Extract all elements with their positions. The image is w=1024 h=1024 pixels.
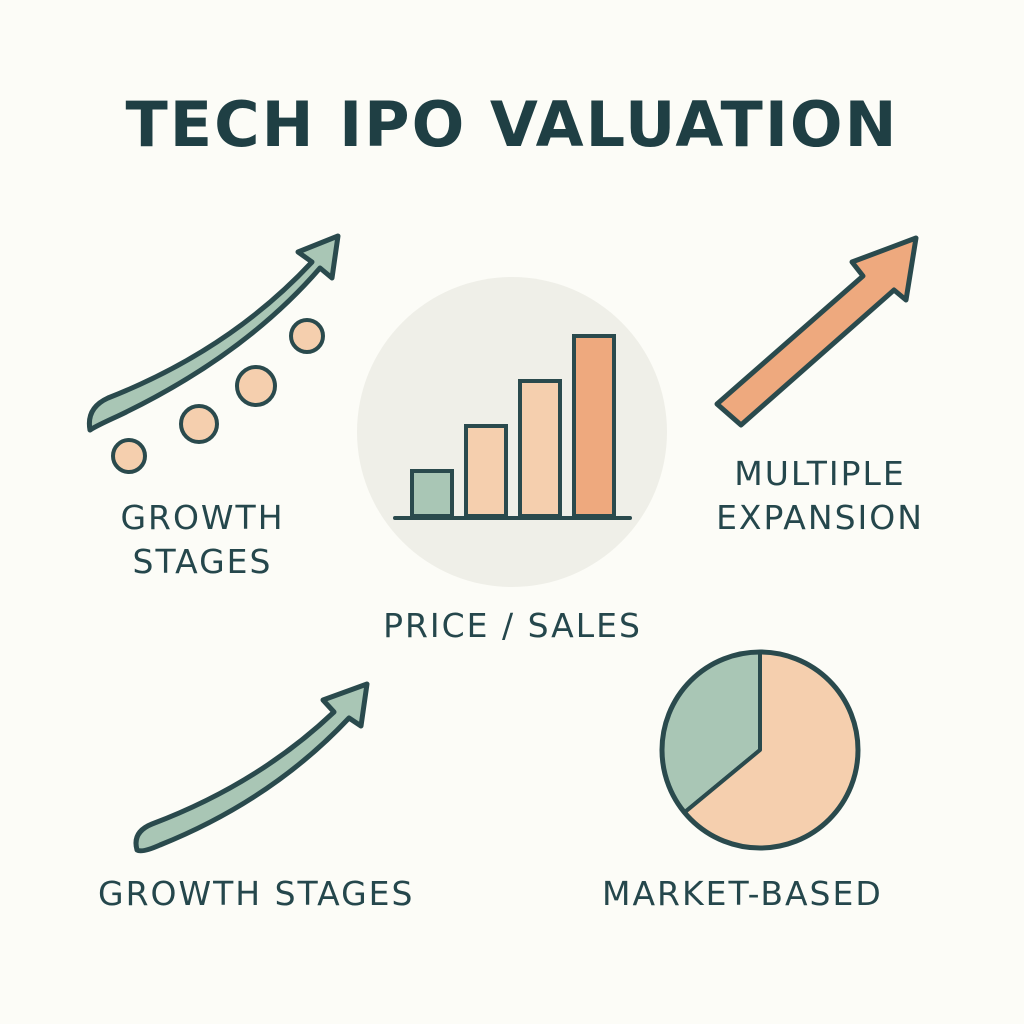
dot — [289, 318, 325, 354]
dot — [235, 365, 277, 407]
chart-backdrop — [357, 277, 667, 587]
label-market-based: MARKET-BASED — [602, 874, 883, 913]
bar — [410, 469, 454, 518]
label-multiple-expansion: MULTIPLE EXPANSION — [700, 452, 940, 540]
pie-outline — [659, 649, 861, 851]
label-line: GROWTH — [120, 498, 285, 537]
expansion-arrow-icon — [714, 235, 919, 428]
pie-chart-icon — [659, 649, 861, 851]
label-growth-stages-top: GROWTH STAGES — [110, 496, 295, 584]
label-line: STAGES — [132, 542, 273, 581]
page-title: TECH IPO VALUATION — [125, 88, 899, 161]
dot — [111, 438, 147, 474]
dot — [179, 404, 219, 444]
bar — [464, 424, 508, 518]
dots-icon — [111, 318, 325, 474]
label-price-sales: PRICE / SALES — [383, 606, 642, 645]
bar — [518, 379, 562, 518]
growth-arrow-icon — [133, 681, 370, 854]
growth-arrow-icon — [86, 233, 341, 433]
label-line: EXPANSION — [716, 498, 924, 537]
label-growth-stages-bottom: GROWTH STAGES — [98, 874, 415, 913]
label-line: MULTIPLE — [734, 454, 906, 493]
bar — [572, 334, 616, 518]
bar-chart-icon — [357, 277, 667, 587]
